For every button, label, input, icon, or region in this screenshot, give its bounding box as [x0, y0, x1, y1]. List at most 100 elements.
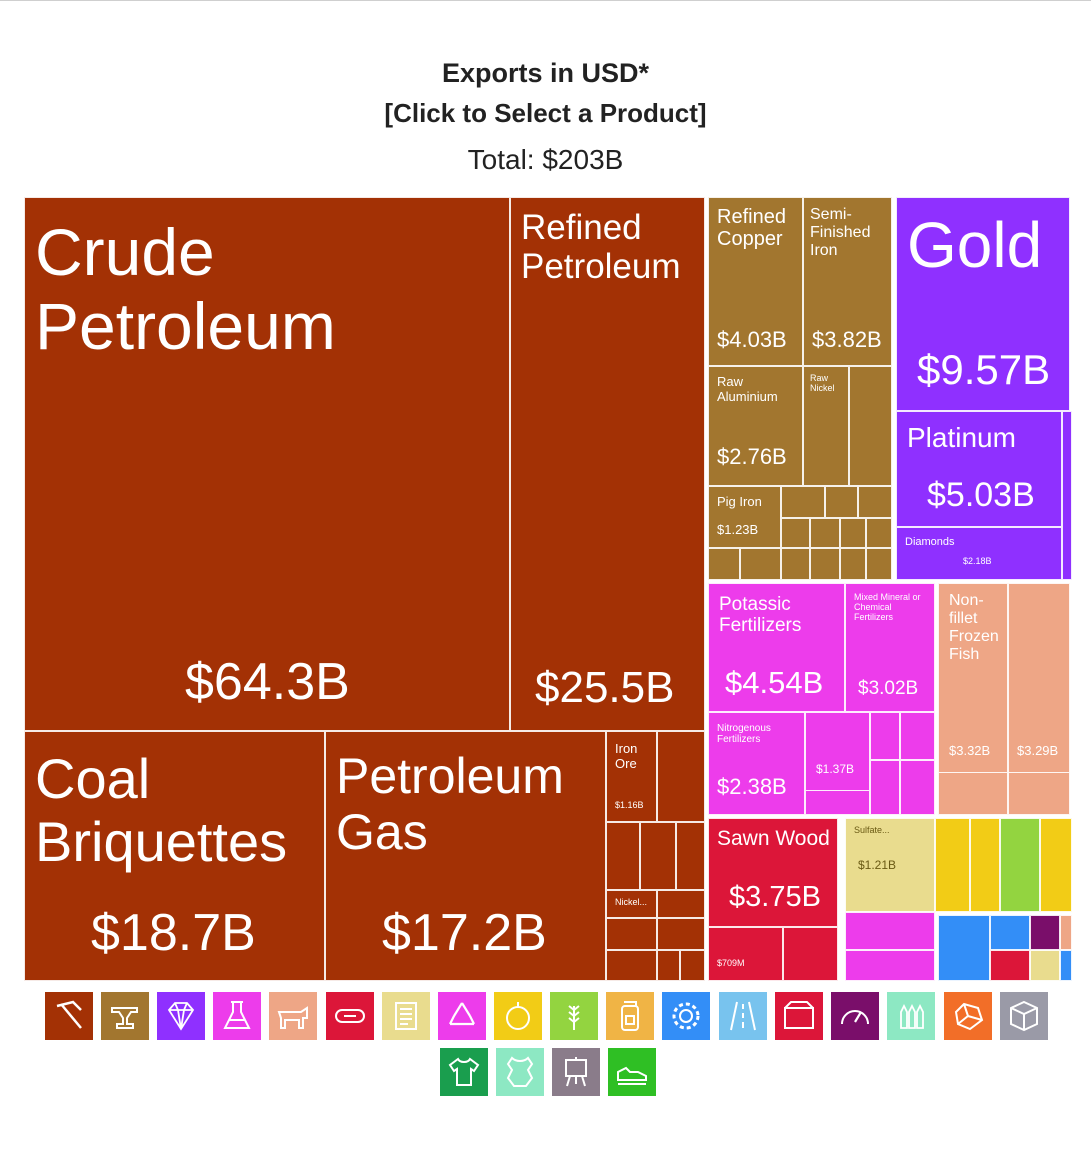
chemicals-flask-icon[interactable]	[213, 992, 261, 1040]
tile-small-product-15[interactable]	[810, 518, 840, 548]
tile-label: Potassic Fertilizers	[719, 594, 802, 637]
tile-small-product-22[interactable]	[840, 548, 866, 580]
foodstuffs-jar-icon[interactable]	[606, 992, 654, 1040]
tile-small-product-11[interactable]	[781, 486, 825, 518]
grain-wheat-icon[interactable]	[550, 992, 598, 1040]
tile-value: $4.03B	[717, 327, 787, 352]
tile-nitrogenous-fertilizers[interactable]: Nitrogenous Fertilizers $2.38B	[708, 712, 805, 815]
select-product-prompt[interactable]: [Click to Select a Product]	[384, 98, 707, 128]
tile-small-product-9[interactable]	[680, 950, 705, 981]
tile-small-product-13[interactable]	[858, 486, 892, 518]
tile-small-product-35[interactable]	[935, 818, 970, 912]
tile-label: Raw Nickel	[810, 373, 835, 394]
miscellaneous-box-icon[interactable]	[1000, 992, 1048, 1040]
tile-small-product-41[interactable]	[1030, 915, 1060, 950]
tile-small-product-3[interactable]	[676, 822, 705, 890]
tile-gold[interactable]: Gold $9.57B	[896, 197, 1070, 411]
tile-value: $2.18B	[963, 556, 992, 566]
tile-small-product-34[interactable]	[783, 927, 838, 981]
tile-sulfate[interactable]: Sulfate... $1.21B	[845, 818, 935, 912]
tile-small-product-33[interactable]	[1008, 772, 1070, 815]
tile-small-product-23[interactable]	[866, 548, 892, 580]
tile-small-product-14[interactable]	[781, 518, 810, 548]
tile-small-product-18[interactable]	[708, 548, 740, 580]
tile-small-product-29[interactable]	[805, 790, 870, 815]
tile-small-product-10[interactable]	[849, 366, 892, 486]
tile-raw-nickel[interactable]: Raw Nickel	[803, 366, 849, 486]
tile-small-product-39[interactable]	[938, 915, 990, 981]
animal-products-icon[interactable]	[269, 992, 317, 1040]
tile-small-product-36[interactable]	[970, 818, 1000, 912]
tile-semi-finished-iron[interactable]: Semi-Finished Iron $3.82B	[803, 197, 892, 366]
tile-raw-aluminium[interactable]: Raw Aluminium $2.76B	[708, 366, 803, 486]
tile-diamonds[interactable]: Diamonds $2.18B	[896, 527, 1062, 580]
tile-small-product-44[interactable]	[1030, 950, 1060, 981]
tile-small-product-7[interactable]	[657, 918, 705, 950]
tile-small-product-25[interactable]	[870, 712, 900, 760]
tile-small-product-4[interactable]	[657, 890, 705, 918]
tile-small-product-12[interactable]	[825, 486, 858, 518]
tile-coal-briquettes[interactable]: Coal Briquettes $18.7B	[24, 731, 325, 981]
tile-small-product-30[interactable]	[845, 912, 935, 950]
tile-refined-copper[interactable]: Refined Copper $4.03B	[708, 197, 803, 366]
minerals-ore-icon[interactable]	[944, 992, 992, 1040]
tile-small-product-2[interactable]	[640, 822, 676, 890]
tile-small-product-42[interactable]	[1060, 915, 1072, 950]
instruments-gauge-icon[interactable]	[831, 992, 879, 1040]
tile-potassic-fertilizers[interactable]: Potassic Fertilizers $4.54B	[708, 583, 845, 712]
tile-small-product-17[interactable]	[866, 518, 892, 548]
tile-small-product-5[interactable]	[606, 918, 657, 950]
machines-gear-icon[interactable]	[662, 992, 710, 1040]
tile-small-product-20[interactable]	[781, 548, 810, 580]
wood-log-icon[interactable]	[326, 992, 374, 1040]
hides-leather-icon[interactable]	[496, 1048, 544, 1096]
transport-road-icon[interactable]	[719, 992, 767, 1040]
tile-small-product-8[interactable]	[657, 950, 680, 981]
tile-small-product-26[interactable]	[900, 712, 935, 760]
tile-value: $3.75B	[729, 881, 821, 913]
stone-box-icon[interactable]	[775, 992, 823, 1040]
tile-small-product-31[interactable]	[845, 950, 935, 981]
tile-small-product-21[interactable]	[810, 548, 840, 580]
tile-small-product-1[interactable]	[606, 822, 640, 890]
metals-anvil-icon[interactable]	[101, 992, 149, 1040]
tile-pig-iron[interactable]: Pig Iron $1.23B	[708, 486, 781, 548]
weapons-bullets-icon[interactable]	[887, 992, 935, 1040]
tile-label: Semi-Finished Iron	[810, 206, 871, 259]
art-easel-icon[interactable]	[552, 1048, 600, 1096]
tile-nickel[interactable]: Nickel...	[606, 890, 657, 918]
tile-platinum[interactable]: Platinum $5.03B	[896, 411, 1062, 527]
mineral-pickaxe-icon[interactable]	[45, 992, 93, 1040]
tile-small-product-24[interactable]	[1062, 411, 1072, 580]
tile-small-product-16[interactable]	[840, 518, 866, 548]
tile-value: $3.02B	[858, 678, 919, 699]
footwear-shoe-icon[interactable]	[608, 1048, 656, 1096]
tile-iron-ore[interactable]: Iron Ore $1.16B	[606, 731, 657, 822]
tile-petroleum-gas[interactable]: Petroleum Gas $17.2B	[325, 731, 606, 981]
tile-value: $2.76B	[717, 444, 787, 469]
paper-scroll-icon[interactable]	[382, 992, 430, 1040]
tile-small-product-19[interactable]	[740, 548, 781, 580]
tile-crude-petroleum[interactable]: Crude Petroleum $64.3B	[24, 197, 510, 731]
plastics-recycle-icon[interactable]	[438, 992, 486, 1040]
tile-unlabeled-21[interactable]: $709M	[708, 927, 783, 981]
tile-mixed-mineral-or-chemical-fertilizers[interactable]: Mixed Mineral or Chemical Fertilizers $3.…	[845, 583, 935, 712]
precious-diamond-icon[interactable]	[157, 992, 205, 1040]
tile-small-product-32[interactable]	[938, 772, 1008, 815]
tile-small-product-6[interactable]	[606, 950, 657, 981]
tile-value: $5.03B	[927, 476, 1035, 514]
tile-small-product-43[interactable]	[990, 950, 1030, 981]
tile-small-product-45[interactable]	[1060, 950, 1072, 981]
textiles-shirt-icon[interactable]	[440, 1048, 488, 1096]
tile-sawn-wood[interactable]: Sawn Wood $3.75B	[708, 818, 838, 927]
tile-small-product-28[interactable]	[900, 760, 935, 815]
tile-label: Crude Petroleum	[35, 215, 336, 363]
tile-small-product-38[interactable]	[1040, 818, 1072, 912]
total-exports: Total: $203B	[467, 144, 624, 175]
vegetable-fruit-icon[interactable]	[494, 992, 542, 1040]
tile-small-product-37[interactable]	[1000, 818, 1040, 912]
tile-small-product-40[interactable]	[990, 915, 1030, 950]
tile-refined-petroleum[interactable]: Refined Petroleum $25.5B	[510, 197, 705, 731]
tile-small-product-0[interactable]	[657, 731, 705, 822]
tile-small-product-27[interactable]	[870, 760, 900, 815]
